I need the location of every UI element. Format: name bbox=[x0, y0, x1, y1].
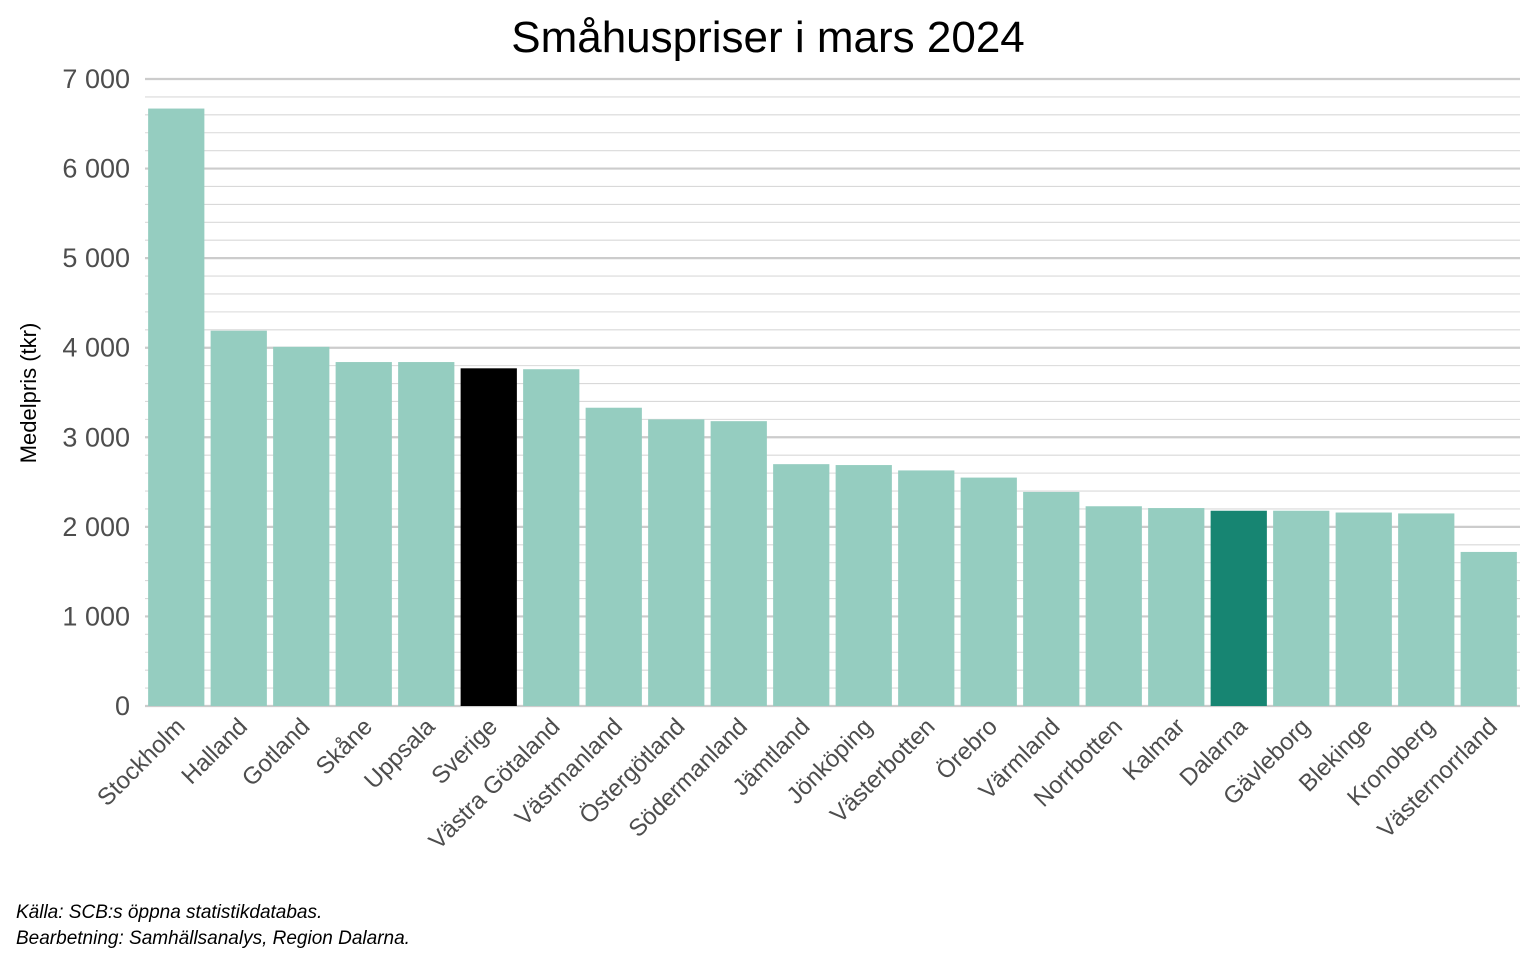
bar-7 bbox=[585, 407, 642, 706]
bar-12 bbox=[898, 470, 955, 706]
bar-19 bbox=[1335, 512, 1392, 706]
y-tick-label: 6 000 bbox=[62, 154, 130, 184]
x-tick-labels: StockholmHallandGotlandSkåneUppsalaSveri… bbox=[92, 713, 1503, 855]
x-tick-label: Uppsala bbox=[359, 713, 441, 795]
bar-10 bbox=[773, 464, 830, 706]
bar-3 bbox=[335, 362, 392, 706]
chart-title: Småhuspriser i mars 2024 bbox=[511, 13, 1025, 62]
bar-2 bbox=[273, 346, 330, 706]
y-tick-label: 4 000 bbox=[62, 333, 130, 363]
bar-5 bbox=[460, 368, 517, 706]
bar-14 bbox=[1023, 491, 1080, 706]
y-tick-label: 5 000 bbox=[62, 243, 130, 273]
bar-4 bbox=[398, 362, 455, 706]
y-axis-label: Medelpris (tkr) bbox=[16, 323, 41, 464]
bar-18 bbox=[1273, 510, 1330, 706]
bar-9 bbox=[710, 421, 767, 706]
bar-13 bbox=[960, 477, 1017, 706]
bar-8 bbox=[648, 419, 705, 706]
bar-6 bbox=[523, 369, 580, 706]
y-tick-labels: 0 1 000 2 000 3 000 4 000 5 000 6 000 7 000 bbox=[62, 64, 130, 721]
bar-15 bbox=[1085, 506, 1142, 706]
x-tick-label: Stockholm bbox=[92, 713, 190, 811]
bar-0 bbox=[148, 108, 205, 706]
processing-caption: Bearbetning: Samhällsanalys, Region Dala… bbox=[16, 928, 410, 949]
source-caption: Källa: SCB:s öppna statistikdatabas. bbox=[16, 902, 323, 923]
bar-11 bbox=[835, 465, 892, 706]
y-tick-label: 7 000 bbox=[62, 64, 130, 94]
bar-21 bbox=[1460, 551, 1517, 706]
bar-16 bbox=[1148, 508, 1205, 706]
bar-20 bbox=[1398, 513, 1455, 706]
y-tick-label: 0 bbox=[115, 691, 130, 721]
bar-17 bbox=[1210, 510, 1267, 706]
bars bbox=[148, 108, 1517, 706]
y-tick-label: 1 000 bbox=[62, 601, 130, 631]
y-tick-label: 3 000 bbox=[62, 422, 130, 452]
x-tick-label: Gotland bbox=[237, 713, 316, 792]
y-tick-label: 2 000 bbox=[62, 512, 130, 542]
bar-1 bbox=[210, 330, 267, 706]
